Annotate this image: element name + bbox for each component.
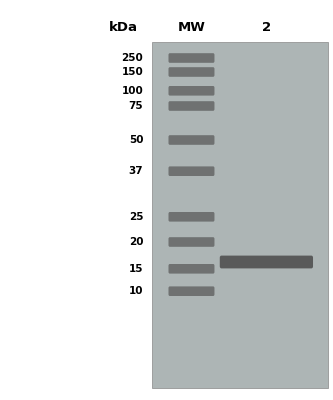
- FancyBboxPatch shape: [168, 135, 214, 145]
- Text: 75: 75: [129, 101, 143, 111]
- FancyBboxPatch shape: [168, 237, 214, 247]
- Text: 50: 50: [129, 135, 143, 145]
- FancyBboxPatch shape: [168, 286, 214, 296]
- Text: 150: 150: [122, 67, 143, 77]
- FancyBboxPatch shape: [168, 67, 214, 77]
- Text: 250: 250: [122, 53, 143, 63]
- Text: 25: 25: [129, 212, 143, 222]
- Text: 10: 10: [129, 286, 143, 296]
- FancyBboxPatch shape: [168, 212, 214, 222]
- Text: 15: 15: [129, 264, 143, 274]
- Bar: [152, 42, 328, 388]
- FancyBboxPatch shape: [168, 264, 214, 274]
- FancyBboxPatch shape: [220, 256, 313, 268]
- FancyBboxPatch shape: [168, 166, 214, 176]
- FancyBboxPatch shape: [168, 101, 214, 111]
- Text: 100: 100: [122, 86, 143, 96]
- FancyBboxPatch shape: [168, 53, 214, 63]
- Text: 20: 20: [129, 237, 143, 247]
- FancyBboxPatch shape: [168, 86, 214, 96]
- Text: 37: 37: [129, 166, 143, 176]
- Text: kDa: kDa: [109, 21, 138, 34]
- Text: 2: 2: [262, 21, 271, 34]
- Text: MW: MW: [177, 21, 205, 34]
